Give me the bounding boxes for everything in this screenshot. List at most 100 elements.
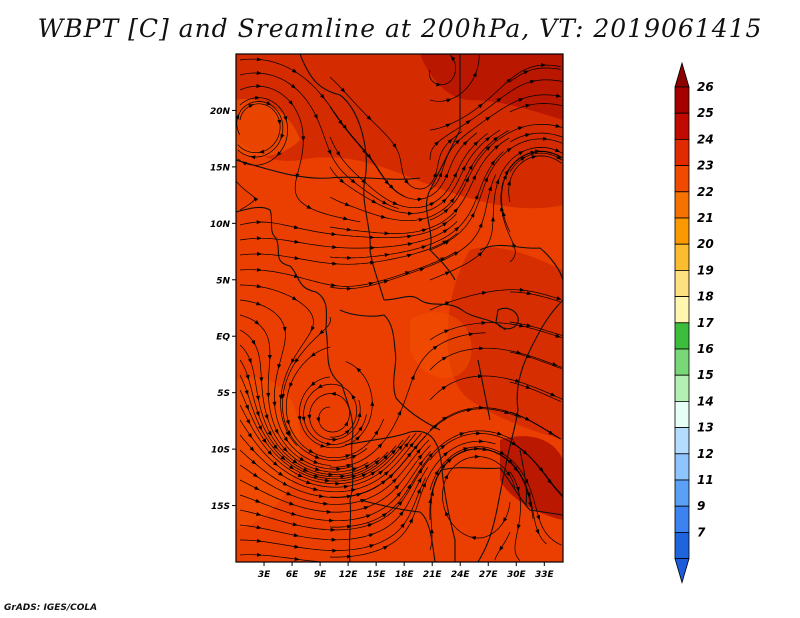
- border-south-3: [359, 499, 436, 562]
- patch-dark-east: [447, 247, 563, 440]
- streamline-arrow: [474, 194, 479, 200]
- patch-light-central: [410, 312, 472, 379]
- streamline-arrow: [346, 464, 352, 468]
- streamline: [329, 430, 514, 528]
- border-south-2: [441, 467, 563, 516]
- streamline-arrow: [294, 358, 299, 364]
- streamline: [429, 64, 561, 131]
- streamline: [509, 471, 521, 562]
- streamline-arrow: [463, 447, 469, 452]
- streamline-arrow: [408, 517, 413, 524]
- streamline-arrow: [430, 490, 434, 496]
- country-borders: [236, 54, 563, 562]
- streamline-arrow: [472, 174, 477, 180]
- streamline-arrow: [291, 511, 297, 516]
- streamline: [329, 137, 510, 234]
- streamline-arrow: [526, 291, 532, 296]
- lat-tick-label: EQ: [216, 333, 230, 343]
- streamline-arrow: [434, 141, 440, 146]
- streamline-arrow: [368, 533, 374, 538]
- streamline-arrow: [357, 411, 362, 418]
- streamline-arrow: [455, 139, 461, 145]
- streamline-arrow: [289, 382, 294, 388]
- streamline-arrow: [397, 500, 403, 506]
- streamline-arrow: [407, 211, 413, 216]
- colorbar-label: 15: [697, 368, 714, 382]
- streamline-arrow: [366, 115, 372, 121]
- streamline: [299, 361, 373, 449]
- streamline-arrow: [417, 197, 423, 202]
- streamline-arrow: [356, 367, 362, 373]
- streamline-arrow: [418, 460, 423, 466]
- streamline-arrow: [277, 119, 282, 125]
- streamline-arrow: [413, 444, 419, 450]
- streamline-arrow: [262, 438, 267, 444]
- streamline: [429, 123, 563, 221]
- streamline: [282, 316, 368, 461]
- streamline-arrow: [356, 493, 362, 497]
- streamline-arrow: [523, 70, 529, 75]
- streamline-arrow: [550, 392, 556, 397]
- streamline-arrow: [515, 486, 520, 492]
- streamline-arrow: [528, 501, 532, 508]
- streamline: [239, 404, 411, 485]
- streamline-arrow: [519, 287, 525, 292]
- streamline-arrow: [444, 271, 451, 276]
- streamline-arrow: [548, 430, 554, 435]
- streamline-arrow: [361, 178, 367, 184]
- streamline-arrow: [470, 536, 477, 541]
- lon-tick-label: 30E: [507, 570, 527, 580]
- streamline-arrow: [290, 358, 296, 364]
- streamline-arrow: [434, 469, 439, 476]
- colorbar: 26 25 24 23 22 21 20 19 18 17 16 15 14 13 12 11 9 7: [674, 61, 714, 585]
- streamline-arrow: [344, 420, 349, 427]
- streamline-arrow: [504, 169, 509, 175]
- lon-tick-label: 12E: [339, 570, 359, 580]
- streamline-arrow: [330, 527, 336, 532]
- streamline: [429, 54, 456, 86]
- streamline-arrow: [444, 240, 450, 245]
- streamline-arrow: [440, 444, 446, 450]
- streamline-arrow: [443, 208, 449, 214]
- streamline-arrow: [294, 239, 300, 244]
- streamline-arrow: [518, 323, 525, 328]
- streamline-arrow: [478, 405, 484, 410]
- streamline-arrow: [442, 228, 448, 234]
- streamline-arrow: [328, 472, 334, 477]
- streamline-arrow: [288, 100, 293, 106]
- colorbar-label: 25: [697, 106, 714, 120]
- lon-tick-label: 18E: [395, 570, 415, 580]
- streamline-arrow: [522, 450, 528, 456]
- streamline-arrow: [407, 242, 413, 247]
- streamline-arrow: [328, 518, 334, 523]
- streamline-arrow: [518, 151, 524, 156]
- streamline-arrow: [400, 522, 405, 529]
- streamline-arrow: [332, 245, 338, 250]
- border-sahel: [236, 159, 421, 180]
- streamline-arrow: [327, 149, 332, 156]
- streamline-arrow: [554, 148, 561, 153]
- streamline-arrow: [404, 179, 409, 185]
- streamline-arrow: [507, 459, 513, 465]
- streamline-arrow: [524, 416, 531, 421]
- streamline-arrow: [380, 479, 387, 485]
- streamline-arrow: [428, 452, 434, 458]
- streamline-arrow: [555, 123, 561, 128]
- streamline-arrow: [361, 473, 367, 478]
- colorbar-label: 21: [697, 211, 714, 225]
- streamline-arrow: [474, 454, 480, 459]
- streamline-arrow: [409, 442, 414, 448]
- streamline-arrow: [394, 484, 400, 490]
- colorbar-label: 23: [697, 159, 714, 173]
- streamline-arrow: [267, 450, 273, 456]
- streamline-arrow: [282, 326, 287, 332]
- streamline-arrow: [319, 93, 325, 100]
- streamline-arrow: [520, 156, 526, 161]
- streamline-arrow: [256, 70, 262, 75]
- streamline-arrow: [293, 533, 299, 538]
- streamline: [429, 55, 480, 102]
- streamline-arrow: [485, 136, 491, 142]
- streamline-arrow: [418, 218, 424, 222]
- colorbar-swatch: [674, 427, 690, 455]
- streamline-arrow: [342, 124, 348, 130]
